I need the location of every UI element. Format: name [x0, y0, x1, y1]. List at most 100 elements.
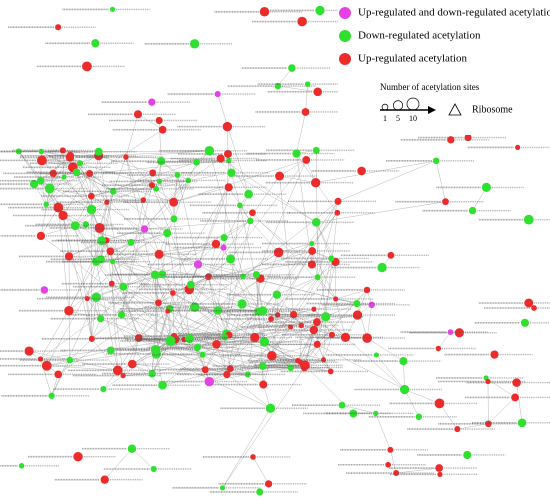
node — [435, 464, 444, 472]
edge — [46, 349, 156, 366]
edge — [217, 278, 261, 311]
edge — [516, 382, 523, 423]
node — [362, 333, 372, 343]
node — [485, 378, 491, 385]
edge — [197, 347, 210, 382]
edge — [305, 84, 308, 112]
node — [517, 418, 527, 428]
edge — [277, 85, 318, 92]
node — [524, 298, 534, 308]
edge — [96, 297, 226, 338]
node — [309, 325, 319, 335]
node — [437, 471, 443, 477]
node — [82, 221, 90, 228]
node — [308, 247, 317, 255]
edge — [152, 276, 209, 374]
node — [298, 322, 304, 329]
node — [334, 209, 341, 216]
edge — [313, 309, 405, 390]
edge — [231, 172, 317, 223]
node — [454, 426, 461, 433]
edge — [222, 367, 305, 488]
node — [86, 169, 94, 178]
edge — [110, 251, 139, 339]
edge — [239, 205, 263, 311]
edge — [396, 467, 440, 474]
node — [468, 206, 477, 215]
node — [184, 333, 195, 344]
node — [481, 182, 492, 192]
edge — [316, 222, 332, 259]
size-circle — [381, 103, 389, 111]
node — [385, 461, 391, 468]
edge — [438, 331, 451, 349]
edge — [172, 292, 175, 337]
node — [174, 172, 181, 178]
edge — [208, 277, 219, 311]
node — [91, 292, 102, 303]
node — [297, 16, 307, 27]
node — [148, 369, 156, 378]
node — [150, 270, 160, 280]
edge — [439, 403, 458, 430]
node — [211, 239, 221, 249]
edge — [337, 160, 437, 202]
edge — [85, 202, 107, 225]
node — [304, 81, 311, 87]
legend-label: Up-regulated acetylation — [358, 53, 468, 65]
size-legend-title: Number of acetylation sites — [380, 82, 480, 92]
edge — [217, 276, 244, 311]
edge — [188, 172, 232, 181]
edge — [89, 173, 114, 192]
edge — [117, 353, 157, 371]
node — [104, 199, 110, 205]
edge — [122, 337, 139, 376]
node — [82, 61, 92, 72]
node — [333, 296, 339, 302]
node — [76, 160, 84, 167]
node — [223, 370, 231, 379]
edge — [279, 159, 307, 177]
node — [328, 331, 336, 338]
legend: Up-regulated and down-regulated acetylat… — [338, 0, 550, 135]
edge — [104, 448, 133, 480]
edge — [125, 150, 210, 158]
node — [222, 121, 233, 132]
node — [88, 335, 95, 342]
edge — [300, 334, 333, 363]
node — [321, 312, 331, 322]
edge — [262, 258, 332, 367]
node — [287, 364, 295, 372]
edge — [91, 155, 99, 197]
node — [163, 229, 172, 238]
edge — [208, 175, 280, 278]
node — [201, 366, 209, 374]
node — [237, 299, 247, 309]
node — [268, 316, 274, 322]
edge — [197, 337, 226, 348]
edge — [323, 334, 333, 360]
node — [148, 98, 156, 106]
edge — [189, 289, 230, 336]
edge — [316, 222, 336, 263]
edge — [157, 308, 170, 349]
edge — [217, 94, 249, 195]
node — [259, 7, 270, 17]
edge — [62, 215, 92, 339]
edge — [216, 337, 255, 345]
node — [415, 413, 423, 421]
node — [148, 182, 156, 189]
node — [520, 318, 530, 327]
node — [29, 179, 39, 189]
edge — [276, 277, 318, 295]
edge — [89, 160, 229, 174]
node — [311, 217, 321, 227]
edge — [262, 310, 302, 326]
node — [434, 398, 445, 409]
node — [220, 234, 228, 242]
node — [258, 306, 268, 316]
edge — [173, 174, 178, 203]
size-tick-label: 5 — [396, 114, 400, 123]
edge — [69, 359, 118, 371]
edge — [209, 150, 317, 223]
